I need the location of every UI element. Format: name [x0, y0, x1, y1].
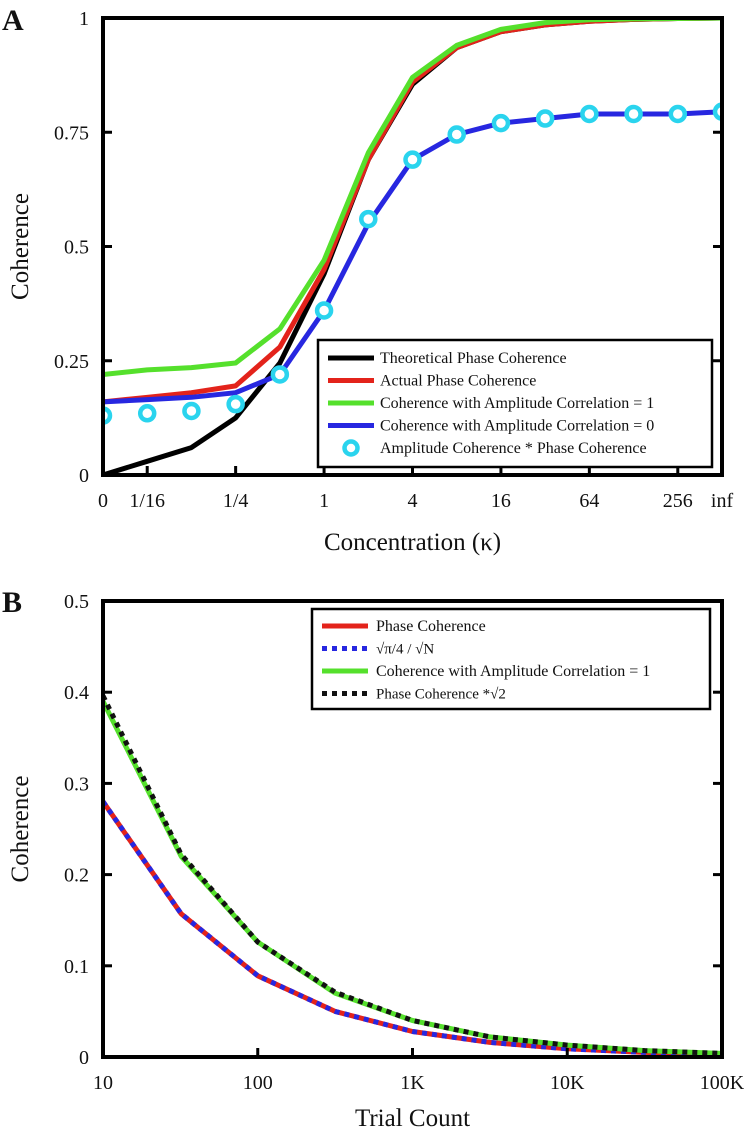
- legend-label: Theoretical Phase Coherence: [380, 350, 567, 367]
- y-tick-label: 0.1: [64, 956, 89, 978]
- x-tick-label: 0: [98, 490, 108, 512]
- x-tick-label: 10: [93, 1072, 113, 1094]
- y-tick-label: 0.4: [64, 682, 89, 704]
- legend-label-part: π/4 / √: [384, 642, 424, 658]
- x-tick-label: 100: [243, 1072, 273, 1094]
- series-amplitude-coherence-phase-coherence-point-8: [447, 125, 466, 144]
- y-tick-label: 0.75: [54, 122, 89, 144]
- series-amplitude-coherence-phase-coherence-point-3: [226, 394, 245, 414]
- y-tick-label: 0.5: [64, 591, 89, 613]
- legend-label-part: √: [376, 642, 385, 658]
- series-amplitude-coherence-phase-coherence-point-9: [491, 113, 511, 133]
- y-tick-label: 0: [79, 465, 89, 487]
- panel-a: A 0 0.25 0.5 0.75 1 0 1/16 1/4 1 4 16 64 256 inf Concen…: [2, 4, 733, 556]
- y-tick-label: 1: [79, 8, 89, 30]
- y-tick-label: 0.5: [64, 237, 89, 259]
- x-tick-label: 1/16: [129, 490, 165, 512]
- series-4-n-line: [103, 800, 722, 1057]
- series-amplitude-coherence-phase-coherence-point-13: [668, 104, 688, 124]
- panel-b: B 0 0.1 0.2 0.3 0.4 0.5 10 100 1K 10K 100K Trial Cou…: [2, 586, 745, 1132]
- legend-label: Coherence with Amplitude Correlation = 0: [380, 418, 654, 435]
- legend-box: [316, 338, 714, 469]
- legend-label-part: Phase Coherence *: [376, 687, 490, 703]
- legend: Phase Coherence √π/4 / √N Coherence with A…: [310, 607, 712, 711]
- series-coherence-with-amplitude-correlation-1-line: [103, 18, 722, 377]
- legend-label: Amplitude Coherence * Phase Coherence: [380, 440, 647, 457]
- series-group: [103, 694, 722, 1057]
- legend-label-part: N: [423, 642, 434, 658]
- x-tick-label: 256: [663, 490, 693, 512]
- legend-box: [310, 607, 712, 711]
- x-tick-label: 16: [491, 490, 511, 512]
- legend-label: Phase Coherence *√2: [376, 687, 506, 703]
- y-axis-title: Coherence: [7, 193, 34, 300]
- series-amplitude-coherence-phase-coherence-point-4: [270, 365, 290, 384]
- x-tick-label: 10K: [550, 1072, 585, 1094]
- legend-label: Coherence with Amplitude Correlation = 1: [380, 395, 654, 412]
- x-tick-label: 4: [408, 490, 418, 512]
- series-amplitude-coherence-phase-coherence-point-10: [535, 109, 555, 128]
- series-phase-coherence-2-line: [103, 694, 722, 1056]
- x-tick-label: 1: [319, 490, 329, 512]
- legend-label: Actual Phase Coherence: [380, 373, 536, 390]
- legend-label-part: √2: [490, 687, 506, 703]
- series-amplitude-coherence-phase-coherence-point-7: [403, 150, 422, 169]
- x-tick-label: 64: [579, 490, 599, 512]
- x-tick-label: 1K: [400, 1072, 425, 1094]
- legend-label: Coherence with Amplitude Correlation = 1: [376, 663, 650, 680]
- series-amplitude-coherence-phase-coherence-point-6: [359, 209, 378, 229]
- series-amplitude-coherence-phase-coherence-point-11: [580, 104, 599, 124]
- x-axis-title: Trial Count: [355, 1105, 470, 1132]
- x-tick-label: 100K: [700, 1072, 745, 1094]
- x-tick-label: 1/4: [223, 490, 249, 512]
- series-phase-coherence-line: [103, 800, 722, 1057]
- y-tick-label: 0.3: [64, 773, 89, 795]
- legend-marker: [342, 439, 360, 457]
- panel-letter: B: [2, 586, 22, 619]
- y-tick-label: 0.2: [64, 865, 89, 887]
- legend: Theoretical Phase Coherence Actual Phase …: [316, 338, 714, 469]
- panel-letter: A: [2, 4, 24, 37]
- y-axis-title: Coherence: [7, 776, 34, 883]
- legend-label: √π/4 / √N: [376, 642, 434, 658]
- legend-label: Phase Coherence: [376, 618, 486, 635]
- x-axis-title: Concentration (κ): [324, 529, 501, 556]
- series-amplitude-coherence-phase-coherence-point-12: [624, 104, 643, 124]
- y-tick-label: 0.25: [54, 351, 89, 373]
- series-amplitude-coherence-phase-coherence-point-5: [314, 301, 334, 320]
- x-tick-label: inf: [711, 490, 734, 512]
- series-amplitude-coherence-phase-coherence-point-2: [182, 401, 201, 421]
- series-coherence-with-amplitude-correlation-1-line: [103, 700, 722, 1056]
- series-amplitude-coherence-phase-coherence-point-1: [137, 404, 157, 423]
- y-tick-label: 0: [79, 1047, 89, 1069]
